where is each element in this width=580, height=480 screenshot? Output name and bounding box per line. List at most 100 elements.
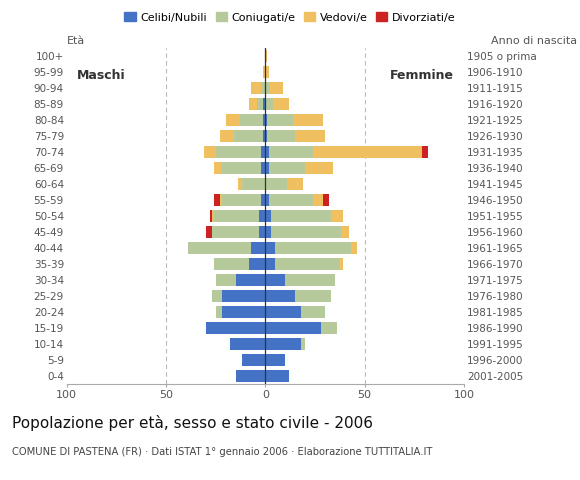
Bar (241, 354, 266, 366)
Bar (266, 274, 285, 286)
Bar (249, 258, 266, 270)
Bar (222, 194, 262, 206)
Bar (262, 146, 266, 158)
Bar (301, 338, 305, 350)
Bar (222, 162, 262, 174)
Bar (263, 114, 266, 126)
Bar (266, 98, 273, 110)
Bar (259, 226, 266, 238)
Bar (271, 210, 331, 222)
Bar (287, 178, 303, 190)
Bar (266, 226, 271, 238)
Bar (235, 274, 266, 286)
Bar (216, 146, 262, 158)
Bar (266, 370, 289, 382)
Bar (263, 66, 266, 78)
Bar (266, 354, 285, 366)
Bar (241, 178, 266, 190)
Bar (262, 162, 266, 174)
Bar (266, 82, 269, 94)
Bar (266, 50, 267, 62)
Bar (258, 98, 263, 110)
Bar (321, 322, 337, 334)
Bar (276, 242, 351, 254)
Bar (230, 338, 266, 350)
Bar (269, 194, 313, 206)
Bar (269, 82, 283, 94)
Bar (210, 210, 212, 222)
Text: Età: Età (67, 36, 85, 46)
Bar (263, 130, 266, 142)
Bar (262, 194, 266, 206)
Bar (266, 258, 275, 270)
Bar (206, 322, 266, 334)
Bar (266, 338, 301, 350)
Bar (266, 194, 269, 206)
Bar (266, 210, 271, 222)
Bar (238, 178, 241, 190)
Bar (301, 306, 325, 318)
Bar (422, 146, 428, 158)
Bar (276, 258, 339, 270)
Bar (295, 290, 331, 302)
Bar (213, 210, 259, 222)
Bar (271, 226, 341, 238)
Legend: Celibi/Nubili, Coniugati/e, Vedovi/e, Divorziati/e: Celibi/Nubili, Coniugati/e, Vedovi/e, Di… (120, 8, 460, 27)
Bar (305, 162, 333, 174)
Bar (295, 130, 325, 142)
Bar (266, 306, 301, 318)
Bar (234, 130, 263, 142)
Bar (266, 322, 321, 334)
Text: Maschi: Maschi (77, 69, 125, 82)
Bar (266, 178, 287, 190)
Bar (293, 114, 323, 126)
Bar (249, 98, 258, 110)
Bar (263, 98, 266, 110)
Bar (266, 290, 295, 302)
Bar (262, 82, 266, 94)
Bar (269, 162, 305, 174)
Bar (220, 130, 234, 142)
Bar (252, 82, 262, 94)
Bar (285, 274, 335, 286)
Bar (351, 242, 357, 254)
Bar (252, 242, 266, 254)
Text: Femmine: Femmine (390, 69, 454, 82)
Bar (206, 226, 212, 238)
Bar (235, 370, 266, 382)
Bar (204, 146, 216, 158)
Bar (339, 258, 343, 270)
Bar (259, 210, 266, 222)
Bar (226, 114, 240, 126)
Bar (331, 210, 343, 222)
Bar (269, 146, 313, 158)
Bar (266, 114, 267, 126)
Bar (212, 226, 259, 238)
Bar (313, 194, 323, 206)
Bar (222, 290, 266, 302)
Bar (213, 194, 220, 206)
Bar (220, 194, 222, 206)
Bar (313, 146, 422, 158)
Bar (213, 162, 222, 174)
Bar (188, 242, 252, 254)
Bar (222, 306, 266, 318)
Bar (267, 114, 293, 126)
Bar (212, 210, 213, 222)
Text: Anno di nascita: Anno di nascita (491, 36, 577, 46)
Bar (213, 258, 249, 270)
Text: COMUNE DI PASTENA (FR) · Dati ISTAT 1° gennaio 2006 · Elaborazione TUTTITALIA.IT: COMUNE DI PASTENA (FR) · Dati ISTAT 1° g… (12, 447, 432, 457)
Bar (266, 130, 267, 142)
Bar (266, 146, 269, 158)
Bar (240, 114, 263, 126)
Bar (266, 66, 269, 78)
Bar (216, 306, 222, 318)
Bar (266, 242, 275, 254)
Bar (266, 162, 269, 174)
Text: Popolazione per età, sesso e stato civile - 2006: Popolazione per età, sesso e stato civil… (12, 415, 372, 431)
Bar (273, 98, 289, 110)
Bar (212, 290, 222, 302)
Bar (267, 130, 295, 142)
Bar (323, 194, 329, 206)
Bar (341, 226, 349, 238)
